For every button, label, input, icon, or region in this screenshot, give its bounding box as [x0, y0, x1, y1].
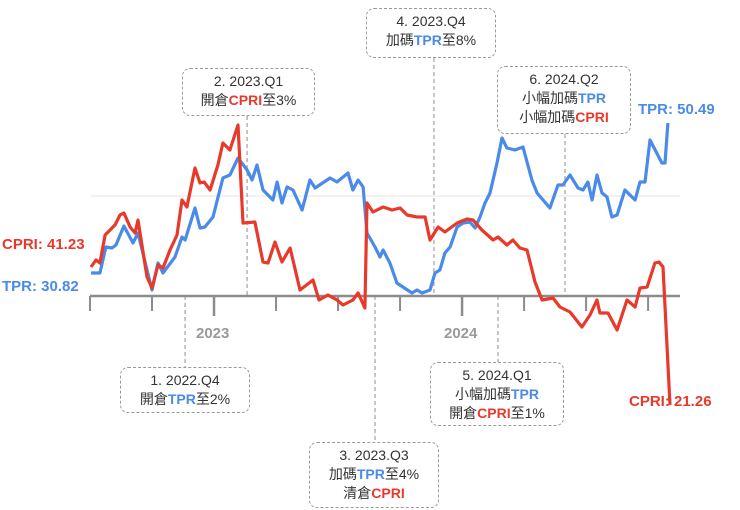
annotation-text: 加碼	[328, 466, 357, 482]
annotation-line: 小幅加碼TPR	[431, 385, 563, 404]
cpri-end-label: CPRI: 21.26	[629, 393, 712, 410]
annotation-line: 加碼TPR至4%	[310, 465, 438, 484]
ticker-tpr: TPR	[356, 466, 385, 482]
annotation-text: 小幅加碼	[455, 386, 511, 402]
annotation-line: 開倉CPRI至3%	[183, 91, 314, 110]
annotation-text: 至3%	[262, 92, 297, 108]
annotation-text: 開倉	[449, 405, 478, 421]
annotation-text: 小幅加碼	[522, 90, 578, 106]
ticker-tpr: TPR	[167, 391, 196, 407]
annotation-text: 開倉	[200, 92, 229, 108]
cpri-line	[89, 123, 672, 406]
annotation-text: 5. 2024.Q1	[462, 367, 532, 383]
annotation-line: 6. 2024.Q2	[498, 70, 630, 89]
x-tick-label-2023: 2023	[196, 325, 230, 342]
ticker-tpr: TPR	[511, 386, 539, 402]
annotation-box-1: 1. 2022.Q4 開倉TPR至2%	[120, 367, 250, 413]
annotation-line: 3. 2023.Q3	[310, 446, 438, 465]
annotation-text: 4. 2023.Q4	[396, 13, 466, 29]
annotation-text: 至1%	[510, 405, 545, 421]
tpr-start-label: TPR: 30.82	[2, 278, 79, 295]
cpri-start-label: CPRI: 41.23	[2, 236, 85, 253]
ticker-tpr: TPR	[578, 90, 606, 106]
annotation-box-2: 2. 2023.Q1 開倉CPRI至3%	[182, 68, 315, 116]
ticker-cpri: CPRI	[371, 485, 405, 501]
annotation-line: 小幅加碼TPR	[498, 89, 630, 108]
annotation-text: 至2%	[195, 391, 231, 407]
annotation-line: 2. 2023.Q1	[183, 72, 314, 91]
annotation-text: 加碼	[385, 32, 414, 48]
tpr-line	[91, 122, 670, 295]
annotation-text: 開倉	[139, 391, 168, 407]
annotation-box-5: 5. 2024.Q1 小幅加碼TPR 開倉CPRI至1%	[430, 362, 564, 426]
ticker-cpri: CPRI	[228, 92, 263, 108]
ticker-tpr: TPR	[413, 32, 442, 48]
annotation-box-6: 6. 2024.Q2 小幅加碼TPR 小幅加碼CPRI	[497, 66, 631, 134]
annotation-text: 2. 2023.Q1	[213, 73, 284, 89]
annotation-line: 清倉CPRI	[310, 484, 438, 503]
annotation-text: 6. 2024.Q2	[529, 71, 599, 87]
annotation-text: 至8%	[441, 32, 477, 48]
annotation-line: 加碼TPR至8%	[367, 31, 495, 50]
annotation-line: 1. 2022.Q4	[121, 371, 249, 390]
annotation-box-3: 3. 2023.Q3 加碼TPR至4% 清倉CPRI	[309, 442, 439, 508]
ticker-cpri: CPRI	[477, 405, 511, 421]
ticker-cpri: CPRI	[575, 109, 609, 125]
annotation-text: 1. 2022.Q4	[150, 372, 220, 388]
annotation-text: 至4%	[384, 466, 420, 482]
annotation-line: 開倉CPRI至1%	[431, 404, 563, 423]
annotation-line: 4. 2023.Q4	[367, 12, 495, 31]
x-tick-label-2024: 2024	[444, 325, 478, 342]
annotation-line: 5. 2024.Q1	[431, 366, 563, 385]
annotation-text: 小幅加碼	[519, 109, 576, 125]
annotation-text: 清倉	[343, 485, 372, 501]
annotation-text: 3. 2023.Q3	[339, 447, 409, 463]
annotation-box-4: 4. 2023.Q4 加碼TPR至8%	[366, 8, 496, 58]
annotation-line: 小幅加碼CPRI	[498, 108, 630, 127]
annotation-line: 開倉TPR至2%	[121, 390, 249, 409]
tpr-end-label: TPR: 50.49	[638, 101, 715, 118]
